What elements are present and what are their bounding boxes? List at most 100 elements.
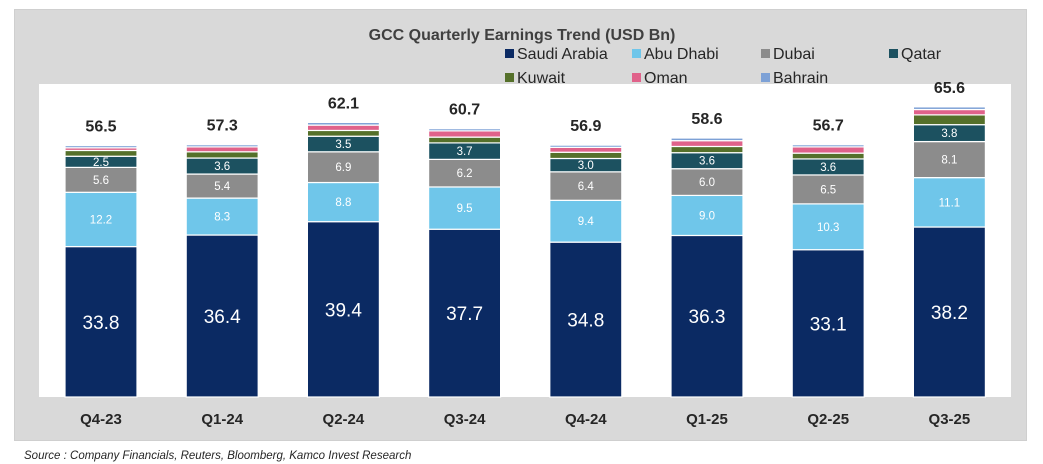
data-label-saudi-arabia: 38.2 bbox=[931, 303, 968, 324]
legend: Saudi Arabia Abu Dhabi Dubai Qatar Kuwait Oma… bbox=[505, 46, 942, 87]
data-label-dubai: 6.5 bbox=[820, 184, 836, 196]
data-label-dubai: 6.4 bbox=[578, 181, 595, 193]
data-label-abu-dhabi: 9.5 bbox=[457, 203, 473, 215]
bar-stack-q4-23: 33.8 12.2 5.6 2.5 bbox=[64, 144, 138, 398]
data-label-qatar: 3.8 bbox=[941, 128, 957, 140]
data-label-dubai: 5.6 bbox=[93, 175, 109, 187]
source-note: Source : Company Financials, Reuters, Bl… bbox=[24, 450, 412, 462]
data-label-qatar: 3.5 bbox=[335, 139, 351, 151]
bar-segment-oman bbox=[791, 146, 865, 154]
plot-area bbox=[39, 84, 1011, 397]
x-tick-label: Q4-23 bbox=[80, 411, 122, 428]
bar-segment-bahrain bbox=[791, 144, 865, 148]
bar-segment-oman bbox=[670, 140, 744, 148]
data-label-abu-dhabi: 9.0 bbox=[699, 210, 715, 222]
total-label: 65.6 bbox=[934, 80, 965, 97]
legend-label: Dubai bbox=[773, 46, 815, 63]
bar-segment-kuwait bbox=[549, 151, 623, 160]
data-label-abu-dhabi: 12.2 bbox=[90, 214, 112, 226]
bar-stack-q4-24: 34.8 9.4 6.4 3.0 bbox=[549, 144, 623, 398]
legend-item-kuwait: Kuwait bbox=[505, 70, 566, 87]
bar-segment-bahrain bbox=[670, 137, 744, 142]
bar-segment-kuwait bbox=[791, 152, 865, 160]
data-label-qatar: 3.6 bbox=[820, 162, 836, 174]
bar-stack-q1-24: 36.4 8.3 5.4 3.6 bbox=[185, 144, 259, 398]
data-label-abu-dhabi: 11.1 bbox=[939, 197, 961, 209]
legend-label: Abu Dhabi bbox=[644, 46, 719, 63]
bar-segment-kuwait bbox=[912, 114, 987, 126]
bar-segment-oman bbox=[912, 108, 987, 116]
bar-segment-abu-dhabi bbox=[306, 181, 380, 223]
legend-label: Saudi Arabia bbox=[517, 46, 608, 63]
bar-segment-bahrain bbox=[306, 121, 380, 126]
x-tick-label: Q3-25 bbox=[929, 411, 971, 428]
bar-segment-bahrain bbox=[549, 144, 623, 148]
data-label-qatar: 3.6 bbox=[699, 156, 715, 168]
data-label-qatar: 3.7 bbox=[457, 146, 473, 158]
bar-segment-dubai bbox=[428, 158, 502, 188]
data-label-dubai: 6.2 bbox=[457, 168, 473, 180]
bar-stack-q3-24: 37.7 9.5 6.2 3.7 bbox=[428, 128, 502, 398]
data-label-abu-dhabi: 10.3 bbox=[817, 222, 839, 234]
legend-item-saudi-arabia: Saudi Arabia bbox=[505, 46, 608, 63]
x-tick-label: Q2-25 bbox=[807, 411, 849, 428]
legend-label: Bahrain bbox=[773, 70, 828, 87]
legend-item-dubai: Dubai bbox=[761, 46, 815, 63]
x-tick-label: Q4-24 bbox=[565, 411, 607, 428]
legend-item-oman: Oman bbox=[632, 70, 688, 87]
data-label-saudi-arabia: 39.4 bbox=[325, 300, 362, 321]
data-label-qatar: 3.6 bbox=[214, 161, 230, 173]
legend-swatch bbox=[889, 49, 898, 58]
bar-segment-kuwait bbox=[670, 145, 744, 154]
legend-swatch bbox=[505, 49, 514, 58]
bar-segment-kuwait bbox=[306, 129, 380, 137]
legend-item-qatar: Qatar bbox=[889, 46, 942, 63]
chart-frame: GCC Quarterly Earnings Trend (USD Bn) Sa… bbox=[14, 9, 1027, 441]
total-label: 56.5 bbox=[85, 119, 116, 136]
legend-item-abu-dhabi: Abu Dhabi bbox=[632, 46, 719, 63]
bar-segment-oman bbox=[549, 146, 623, 153]
bar-segment-kuwait bbox=[64, 149, 138, 157]
bar-segment-saudi-arabia bbox=[185, 234, 259, 398]
bar-segment-oman bbox=[185, 146, 259, 153]
category-labels: Q4-23 Q1-24 Q2-24 Q3-24 Q4-24 Q1-25 Q2-25 Q3-25 bbox=[80, 411, 970, 428]
chart-title: GCC Quarterly Earnings Trend (USD Bn) bbox=[369, 27, 676, 44]
bar-segment-abu-dhabi bbox=[428, 186, 502, 230]
bar-segment-abu-dhabi bbox=[185, 197, 259, 236]
bar-segment-dubai bbox=[185, 173, 259, 199]
bar-segment-oman bbox=[428, 130, 502, 138]
data-label-abu-dhabi: 9.4 bbox=[578, 216, 595, 228]
x-tick-label: Q1-24 bbox=[201, 411, 243, 428]
bar-segment-kuwait bbox=[185, 151, 259, 159]
bar-stack-q2-24: 39.4 8.8 6.9 3.5 bbox=[306, 121, 380, 398]
legend-label: Qatar bbox=[901, 46, 942, 63]
data-label-dubai: 6.9 bbox=[335, 162, 351, 174]
bar-segment-saudi-arabia bbox=[912, 226, 987, 398]
total-label: 60.7 bbox=[449, 102, 480, 119]
bar-segment-saudi-arabia bbox=[306, 221, 380, 398]
total-labels: 56.5 57.3 62.1 60.7 56.9 58.6 56.7 65.6 bbox=[85, 80, 965, 136]
total-label: 57.3 bbox=[207, 118, 238, 135]
bar-segment-dubai bbox=[306, 151, 380, 184]
bar-stack-q2-25: 33.1 10.3 6.5 3.6 bbox=[791, 144, 865, 398]
data-label-saudi-arabia: 34.8 bbox=[567, 311, 604, 332]
legend-label: Oman bbox=[644, 70, 688, 87]
bars: 33.8 12.2 5.6 2.5 36.4 8.3 5.4 3.6 39.4 8.8 6.9 3.5… bbox=[64, 106, 987, 398]
data-label-saudi-arabia: 36.3 bbox=[689, 307, 726, 328]
total-label: 58.6 bbox=[691, 111, 722, 128]
legend-swatch bbox=[761, 49, 770, 58]
bar-stack-q1-25: 36.3 9.0 6.0 3.6 bbox=[670, 137, 744, 398]
data-label-qatar: 2.5 bbox=[93, 157, 109, 169]
bar-segment-abu-dhabi bbox=[912, 177, 987, 228]
bar-segment-bahrain bbox=[428, 128, 502, 132]
bar-segment-dubai bbox=[670, 168, 744, 197]
total-label: 62.1 bbox=[328, 95, 359, 112]
bar-segment-abu-dhabi bbox=[791, 203, 865, 251]
legend-swatch bbox=[632, 49, 641, 58]
data-label-dubai: 8.1 bbox=[941, 155, 957, 167]
data-label-dubai: 6.0 bbox=[699, 177, 715, 189]
bar-segment-bahrain bbox=[64, 144, 138, 149]
legend-swatch bbox=[505, 73, 514, 82]
chart-svg: GCC Quarterly Earnings Trend (USD Bn) Sa… bbox=[39, 27, 1011, 428]
legend-swatch bbox=[632, 73, 641, 82]
